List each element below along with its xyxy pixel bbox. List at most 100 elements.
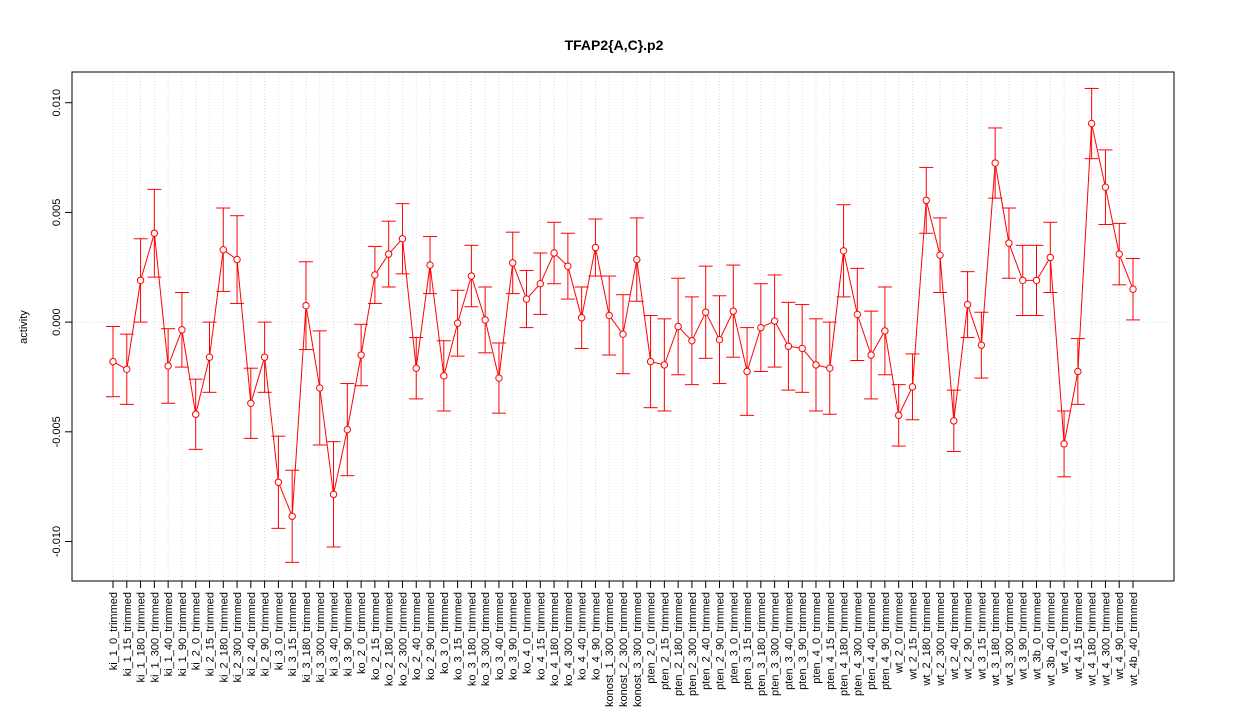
- data-point: [674, 322, 682, 331]
- data-point: [743, 367, 751, 376]
- data-point: [302, 301, 310, 310]
- x-tick-label: wt_2_180_trimmed: [921, 592, 933, 687]
- x-tick-label: pten_3_180_trimmed: [756, 592, 768, 696]
- data-point: [1060, 440, 1068, 448]
- x-tick-label: wt_4b_40_trimmed: [1128, 592, 1140, 687]
- x-tick-label: ko_3_300_trimmed: [480, 592, 492, 686]
- x-tick-label: wt_3_15_trimmed: [976, 592, 988, 680]
- x-tick-label: konost_3_300_trimmed: [632, 592, 644, 707]
- y-tick-label: 0.000: [51, 308, 63, 336]
- data-point: [316, 384, 324, 392]
- data-point: [715, 335, 724, 344]
- data-point: [274, 478, 283, 486]
- data-point: [577, 314, 586, 322]
- x-tick-label: ki_2_300_trimmed: [232, 592, 244, 683]
- data-point: [688, 337, 696, 345]
- x-tick-label: pten_4_0_trimmed: [811, 592, 823, 684]
- x-tick-label: pten_4_300_trimmed: [852, 592, 864, 696]
- data-point: [522, 295, 531, 303]
- x-tick-label: ko_4_0_trimmed: [522, 592, 534, 674]
- data-point: [247, 399, 255, 407]
- x-tick-label: ko_3_40_trimmed: [494, 592, 506, 680]
- data-point: [757, 323, 765, 332]
- x-tick-label: pten_2_0_trimmed: [646, 592, 658, 684]
- x-tick-label: ko_3_15_trimmed: [453, 592, 465, 680]
- x-tick-label: wt_4_0_trimmed: [1059, 592, 1071, 674]
- data-point: [729, 307, 737, 315]
- data-point: [412, 364, 420, 372]
- data-point: [605, 311, 613, 320]
- data-point: [192, 410, 200, 418]
- data-point: [509, 259, 517, 267]
- data-point: [440, 372, 448, 380]
- data-point: [329, 490, 338, 499]
- x-tick-label: konost_1_300_trimmed: [604, 592, 616, 707]
- data-point: [660, 361, 669, 369]
- data-point: [839, 247, 848, 255]
- x-tick-label: pten_4_90_trimmed: [880, 592, 892, 690]
- x-tick-label: pten_2_180_trimmed: [673, 592, 685, 696]
- x-tick-label: pten_2_90_trimmed: [714, 592, 726, 690]
- x-tick-label: ki_3_40_trimmed: [329, 592, 341, 676]
- x-tick-label: ki_3_15_trimmed: [287, 592, 299, 676]
- data-point: [109, 357, 117, 366]
- x-tick-label: ki_1_300_trimmed: [149, 592, 161, 683]
- data-point: [219, 246, 227, 254]
- data-point: [467, 272, 476, 280]
- x-tick-label: wt_4_300_trimmed: [1100, 592, 1112, 687]
- data-point: [1101, 183, 1110, 191]
- x-tick-label: wt_2_90_trimmed: [963, 592, 975, 680]
- data-point: [178, 326, 186, 334]
- x-axis: ki_1_0_trimmed ki_1_15_trimmed ki_1_180_tr…: [108, 580, 1140, 707]
- data-series: [106, 87, 1140, 563]
- x-tick-label: ko_3_180_trimmed: [466, 592, 478, 686]
- x-tick-label: wt_3_180_trimmed: [990, 592, 1002, 687]
- y-axis-label: activity: [18, 310, 30, 344]
- x-tick-label: wt_3_90_trimmed: [1018, 592, 1030, 680]
- x-tick-label: ko_2_0_trimmed: [356, 592, 368, 674]
- data-point: [977, 341, 986, 349]
- x-tick-label: pten_2_40_trimmed: [701, 592, 713, 690]
- y-axis: -0.010 -0.005 0.000 0.005 0.010: [51, 89, 73, 557]
- x-tick-label: ki_2_40_trimmed: [246, 592, 258, 676]
- data-point: [784, 342, 793, 350]
- x-tick-label: wt_4_180_trimmed: [1087, 592, 1099, 687]
- data-point: [936, 251, 944, 259]
- data-point: [123, 365, 131, 373]
- x-tick-label: ki_3_0_trimmed: [273, 592, 285, 670]
- x-tick-label: pten_4_180_trimmed: [839, 592, 851, 696]
- x-tick-label: pten_4_40_trimmed: [866, 592, 878, 690]
- x-tick-label: wt_3b_40_trimmed: [1045, 592, 1057, 687]
- x-tick-label: ki_1_15_trimmed: [122, 592, 134, 676]
- x-tick-label: wt_2_0_trimmed: [894, 592, 906, 674]
- data-point: [826, 364, 834, 372]
- data-point: [922, 196, 930, 205]
- data-point: [633, 255, 641, 264]
- x-tick-label: wt_2_300_trimmed: [935, 592, 947, 687]
- x-tick-label: wt_4_15_trimmed: [1073, 592, 1085, 680]
- x-tick-label: pten_3_40_trimmed: [783, 592, 795, 690]
- data-point: [453, 319, 462, 327]
- data-point: [950, 417, 958, 425]
- x-tick-label: ko_2_180_trimmed: [384, 592, 396, 686]
- x-tick-label: ki_2_0_trimmed: [191, 592, 203, 670]
- x-tick-label: ki_1_90_trimmed: [177, 592, 189, 676]
- y-tick-label: -0.005: [51, 416, 63, 447]
- data-point: [1074, 367, 1082, 376]
- x-tick-label: ki_1_180_trimmed: [136, 592, 148, 683]
- y-tick-label: 0.005: [51, 199, 63, 227]
- x-tick-label: ko_2_15_trimmed: [370, 592, 382, 680]
- data-point: [536, 280, 544, 288]
- x-tick-label: wt_3_300_trimmed: [1004, 592, 1016, 687]
- x-tick-label: wt_2_15_trimmed: [907, 592, 919, 680]
- x-tick-label: ko_4_15_trimmed: [535, 592, 547, 680]
- data-point: [343, 425, 352, 434]
- data-point: [770, 317, 779, 325]
- x-tick-label: pten_2_15_trimmed: [659, 592, 671, 690]
- data-point: [564, 262, 572, 270]
- y-tick-label: 0.010: [51, 89, 63, 117]
- data-point: [260, 353, 269, 361]
- data-point: [991, 159, 999, 167]
- x-tick-label: ki_1_40_trimmed: [163, 592, 175, 676]
